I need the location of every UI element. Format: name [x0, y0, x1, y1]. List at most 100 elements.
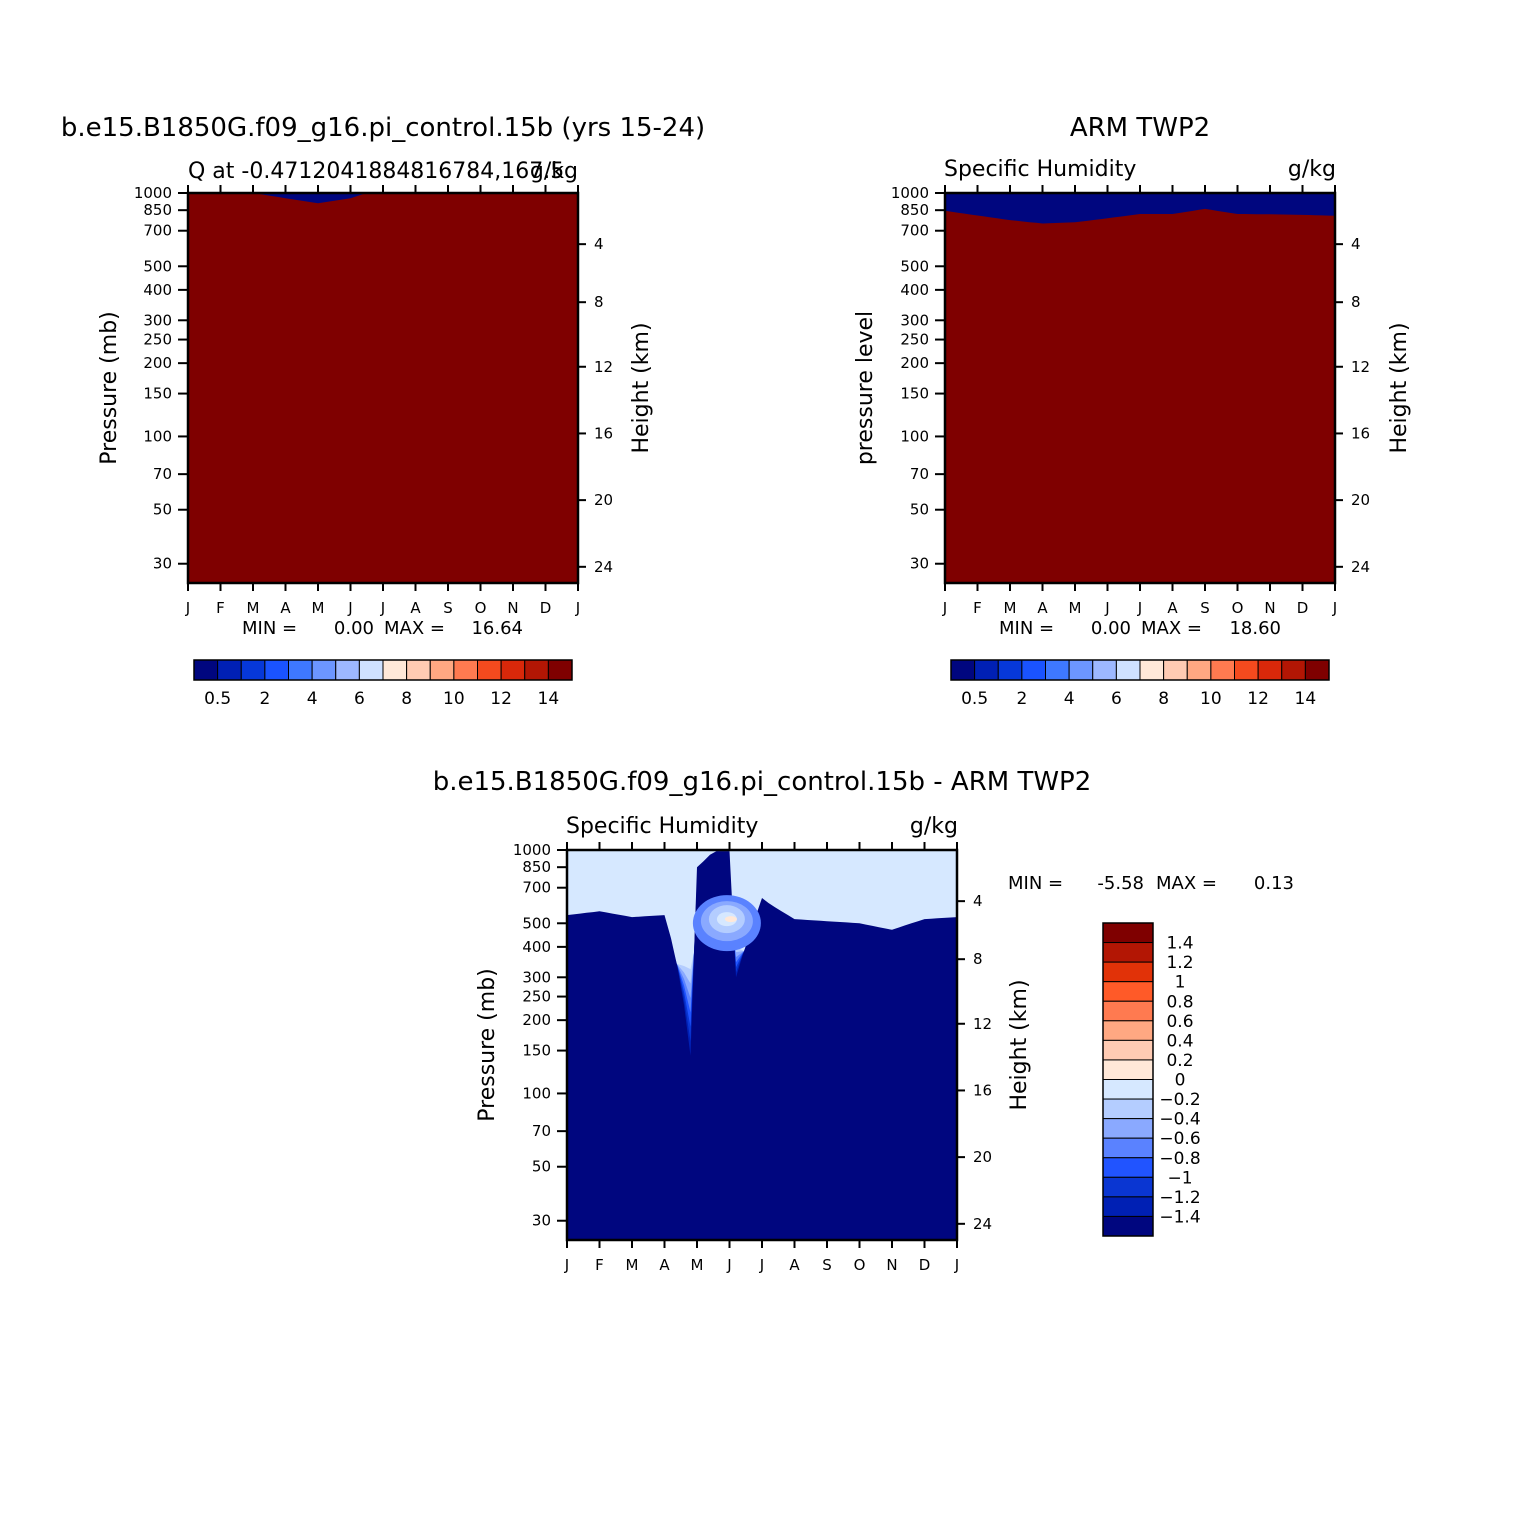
height-tick-label: 12 [1351, 358, 1370, 376]
y-tick-label: 200 [522, 1011, 551, 1029]
y-tick-label: 30 [153, 555, 172, 573]
panel-model-right-subtitle: g/kg [530, 159, 578, 184]
colorbar-swatch [288, 659, 313, 681]
height-tick-label: 24 [973, 1215, 992, 1233]
x-tick-label: M [1069, 599, 1082, 617]
x-tick-label: N [1264, 599, 1275, 617]
colorbar-swatch [1068, 659, 1094, 681]
x-tick-label: O [475, 599, 487, 617]
contour-fill-band [724, 916, 737, 923]
colorbar-swatch [1102, 1039, 1154, 1061]
y-tick-label: 400 [900, 281, 929, 299]
colorbar-swatch [1186, 659, 1212, 681]
colorbar-swatch [974, 659, 999, 681]
y-tick-label: 70 [910, 465, 929, 483]
colorbar-swatch [1092, 659, 1117, 681]
panel-model-max-value: 16.64 [471, 618, 523, 639]
colorbar-swatch [1304, 659, 1330, 681]
panel-obs-max-label: MAX = [1141, 618, 1202, 639]
colorbar-label: 2 [1016, 689, 1027, 709]
x-tick-label: S [1200, 599, 1210, 617]
panel-model-right-axis-title: Height (km) [629, 322, 654, 453]
panel-obs-right-subtitle: g/kg [1288, 157, 1336, 182]
contour-fill-band [945, 208, 1335, 583]
colorbar-swatch [217, 659, 242, 681]
colorbar-swatch [1102, 942, 1154, 963]
colorbar-label: −0.8 [1159, 1149, 1200, 1169]
colorbar-label: 1.4 [1166, 934, 1193, 954]
x-tick-label: O [854, 1256, 866, 1274]
colorbar-swatch [453, 659, 478, 681]
height-tick-label: 4 [1351, 235, 1361, 253]
height-tick-label: 20 [973, 1148, 992, 1166]
y-tick-label: 500 [900, 257, 929, 275]
y-tick-label: 250 [900, 331, 929, 349]
colorbar-swatch [547, 659, 573, 681]
panel-obs-right-axis-title: Height (km) [1387, 322, 1412, 453]
x-tick-label: N [507, 599, 518, 617]
panel-diff-max-label: MAX = [1156, 873, 1217, 894]
panel-obs-title: ARM TWP2 [1070, 113, 1210, 143]
x-tick-label: F [973, 599, 982, 617]
colorbar-swatch [264, 659, 289, 681]
colorbar-label: 12 [1247, 689, 1269, 709]
panel-model-plot-area: J F M A M J J A S O N D J 30 50 70 100 150 200 250 300 400 500… [134, 184, 613, 617]
x-tick-label: J [1332, 599, 1337, 617]
height-tick-label: 24 [1351, 558, 1370, 576]
x-tick-label: J [954, 1256, 959, 1274]
y-tick-label: 500 [143, 257, 172, 275]
y-tick-label: 1000 [891, 184, 929, 202]
x-tick-label: M [1004, 599, 1017, 617]
y-tick-label: 50 [153, 501, 172, 519]
colorbar-label: 8 [1158, 689, 1169, 709]
x-tick-label: F [216, 599, 225, 617]
colorbar-swatch [1163, 659, 1188, 681]
x-tick-label: J [380, 599, 385, 617]
colorbar-swatch [1102, 1079, 1154, 1100]
colorbar-swatch [1102, 1157, 1154, 1178]
colorbar-swatch [524, 659, 549, 681]
panel-diff-title: b.e15.B1850G.f09_g16.pi_control.15b - AR… [433, 767, 1092, 797]
x-tick-label: J [347, 599, 352, 617]
height-tick-label: 24 [594, 558, 613, 576]
panel-diff-left-subtitle: Specific Humidity [566, 814, 758, 839]
colorbar-swatch [1102, 1000, 1154, 1022]
x-tick-label: S [822, 1256, 832, 1274]
colorbar-label: 8 [401, 689, 412, 709]
y-tick-label: 250 [143, 331, 172, 349]
panel-obs-min-label: MIN = [999, 618, 1054, 639]
panel-obs: ARM TWP2 Specific Humidity g/kg J F M A M J J A… [853, 113, 1412, 709]
colorbar-label: 0.5 [204, 689, 231, 709]
y-tick-label: 700 [900, 222, 929, 240]
x-tick-label: A [789, 1256, 800, 1274]
colorbar-swatch [1257, 659, 1283, 681]
colorbar-swatch [311, 659, 337, 681]
colorbar-label: −0.2 [1159, 1090, 1200, 1110]
y-tick-label: 850 [522, 858, 551, 876]
colorbar-label: 2 [259, 689, 270, 709]
colorbar-swatch [1045, 659, 1070, 681]
x-tick-label: D [1297, 599, 1309, 617]
x-tick-label: A [410, 599, 421, 617]
height-tick-label: 16 [1351, 424, 1370, 442]
height-tick-label: 12 [973, 1015, 992, 1033]
x-tick-label: A [659, 1256, 670, 1274]
height-tick-label: 16 [973, 1081, 992, 1099]
panel-model-max-label: MAX = [384, 618, 445, 639]
colorbar-swatch [1102, 961, 1154, 983]
height-tick-label: 4 [594, 235, 604, 253]
colorbar-label: 4 [1064, 689, 1075, 709]
y-tick-label: 30 [532, 1212, 551, 1230]
colorbar-swatch [1115, 659, 1141, 681]
x-tick-label: F [595, 1256, 604, 1274]
panel-model-left-subtitle: Q at -0.4712041884816784,167.5 [188, 159, 564, 184]
y-tick-label: 300 [900, 311, 929, 329]
colorbar-swatch [240, 659, 266, 681]
colorbar-swatch [1210, 659, 1235, 681]
y-tick-label: 700 [522, 879, 551, 897]
colorbar-swatch [1139, 659, 1165, 681]
colorbar-label: 0 [1175, 1071, 1186, 1091]
colorbar-swatch [500, 659, 526, 681]
colorbar-label: 0.2 [1166, 1051, 1193, 1071]
height-tick-label: 4 [973, 892, 983, 910]
